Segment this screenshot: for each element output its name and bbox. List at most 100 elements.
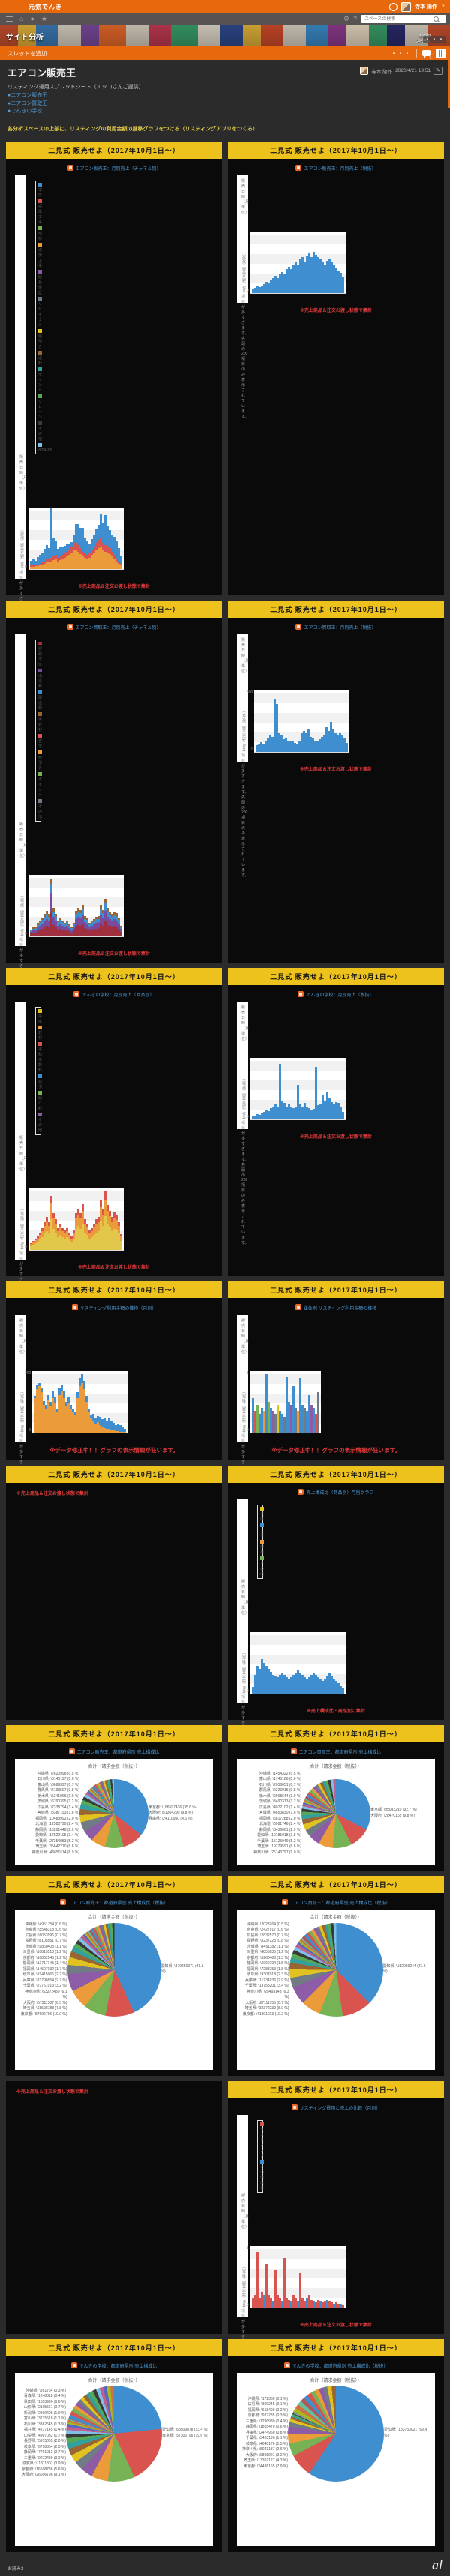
- pie-area: 沖縄県: \1454322 (0.5 %) 富山県: \1745186 (0.6 …: [242, 1772, 430, 1856]
- chart-source-link[interactable]: エアコン販売王：都道府県別 売上構成比: [6, 1748, 222, 1755]
- notification-icon[interactable]: [389, 2, 398, 11]
- bar: [276, 1107, 279, 1119]
- user-avatar[interactable]: [401, 1, 412, 12]
- bar-segment: [43, 1400, 46, 1405]
- bar-segment: [32, 1242, 34, 1245]
- bar: [305, 1410, 308, 1433]
- bar-segment: [88, 927, 91, 931]
- star-icon[interactable]: ★: [40, 15, 47, 22]
- gear-icon[interactable]: ⚙: [343, 15, 350, 22]
- bar: [276, 703, 279, 752]
- chart-source-link[interactable]: エアコン買取王：都道府県別 売上構成比（税抜）: [228, 1899, 444, 1906]
- app-icon: [295, 1304, 302, 1310]
- app-link-2[interactable]: ●エアコン買取王: [8, 100, 48, 106]
- home-icon[interactable]: ⌂: [20, 15, 24, 22]
- chart-source-link[interactable]: リスティング費用と売上の比較（月別）: [228, 2104, 444, 2111]
- app-link-3[interactable]: ●でんきの学校: [8, 109, 43, 114]
- panel-header: 二見式 販売せよ（2017年10月1日～）: [228, 600, 444, 618]
- chart-source-link[interactable]: エアコン販売王：都道府県別 売上構成比（税抜）: [6, 1899, 222, 1906]
- search-input[interactable]: [363, 16, 432, 22]
- bar-segment: [56, 922, 59, 926]
- legend-entry: Amazon: [38, 442, 52, 452]
- pie-labels-left: 沖縄県: \2620998 (0.5 %) 石川県: \3145197 (0.6 …: [20, 1772, 80, 1856]
- layout-columns-icon[interactable]: [436, 49, 446, 58]
- legend-swatch: [38, 733, 42, 738]
- legend-entry: ポイント: [38, 367, 44, 393]
- bar-segment: [296, 1410, 299, 1433]
- bar: [88, 922, 91, 936]
- comments-icon[interactable]: 7: [422, 50, 431, 61]
- bell-icon[interactable]: ●: [30, 15, 34, 22]
- bar: [50, 508, 52, 569]
- bar: [323, 1100, 326, 1119]
- user-name[interactable]: 寺本 陽作: [415, 4, 438, 10]
- chart-source-link[interactable]: リスティング利用金額の推移（月別）: [6, 1304, 222, 1311]
- space-more-button[interactable]: ・・・: [423, 36, 446, 43]
- pie-label: 大阪府: \26606796 (9.1 %): [22, 2473, 66, 2477]
- bar: [97, 1416, 100, 1433]
- pie-label: 沖縄県: \2620998 (0.5 %): [37, 1771, 80, 1776]
- chart-source-link[interactable]: でんきの学校：月別売上（商品別）: [6, 991, 222, 998]
- bar-segment: [70, 1242, 73, 1250]
- chart-source-link[interactable]: エアコン買取王：月別売上（チャネル別）: [6, 624, 222, 631]
- bar: [63, 1391, 66, 1433]
- chart-overflow-note: 項目が多すぎます。先頭の200項目のみ表示されています。: [242, 753, 249, 878]
- chart-source-link[interactable]: 媒体別 リスティング利用金額の推移: [228, 1304, 444, 1311]
- bar-segment: [81, 915, 84, 924]
- pie-label: 京都府: \5260488 (1.3 %): [247, 1955, 290, 1960]
- chart-source-link[interactable]: エアコン買取王：都道府県別 売上構成比: [228, 1748, 444, 1755]
- bar: [346, 743, 349, 752]
- search-icon[interactable]: [434, 16, 439, 22]
- add-thread-button[interactable]: スレッドを追加: [8, 49, 47, 57]
- bar-segment: [52, 1397, 55, 1433]
- chart-source-link[interactable]: エアコン買取王：月別売上（税抜）: [228, 624, 444, 631]
- bar-segment: [81, 1224, 84, 1250]
- bar-segment: [58, 560, 62, 569]
- app-link-1[interactable]: ●エアコン販売王: [8, 93, 48, 98]
- chart-source-link[interactable]: でんきの学校：都道府県別 売上構成比（税抜）: [228, 2362, 444, 2369]
- pie-label: 茨城県: \4451182 (1.1 %): [247, 1944, 290, 1949]
- help-icon[interactable]: ?: [352, 15, 357, 22]
- chart-legend: 本体 工事 部材 その他: [257, 1504, 265, 1579]
- author-avatar[interactable]: [360, 67, 369, 75]
- pie-label: 千葉県: \27254083 (5.2 %): [35, 1838, 80, 1844]
- bar: [63, 922, 66, 936]
- chart-source-link[interactable]: エアコン販売王：月別売上（チャネル別）: [6, 165, 222, 172]
- app-icon: [70, 2362, 77, 2368]
- chevron-down-icon[interactable]: ▼: [441, 4, 446, 9]
- bar-segment: [117, 928, 120, 936]
- bar: [76, 523, 80, 569]
- chart-source-link[interactable]: エアコン販売王：月別売上（税抜）: [228, 165, 444, 172]
- thread-more-button[interactable]: ・・・: [391, 49, 411, 57]
- chart-source-link[interactable]: 売上構成比（商品別）月別グラフ: [228, 1489, 444, 1496]
- bar: [283, 1417, 286, 1433]
- bar-segment: [319, 739, 322, 752]
- chart-panel: 二見式 販売せよ（2017年10月1日～） エアコン販売王：都道府県別 売上構成比…: [6, 1875, 222, 2076]
- bar-segment: [267, 1401, 270, 1433]
- legend-label: 部材: [260, 1544, 265, 1555]
- chart-panel-grid: 二見式 販売せよ（2017年10月1日～） エアコン販売王：月別売上（チャネル別）…: [0, 137, 450, 2552]
- edit-icon[interactable]: ✎: [434, 67, 442, 75]
- bar-segment: [47, 917, 50, 921]
- pie-label: 神奈川県: \46650114 (8.9 %): [32, 1850, 80, 1855]
- bar-segment: [90, 555, 93, 569]
- bar-segment: [115, 1230, 118, 1250]
- bar: [40, 553, 44, 569]
- bar: [276, 277, 279, 293]
- bar-segment: [34, 1240, 37, 1244]
- scrollbar-thumb[interactable]: [448, 60, 450, 108]
- pie-labels-right: 愛知県: \152089044 (37.6 %): [383, 1964, 431, 1975]
- bar-segment: [61, 921, 64, 923]
- bar: [81, 1203, 84, 1250]
- bar: [278, 1063, 281, 1119]
- bar: [260, 1407, 263, 1433]
- bar-segment: [115, 1430, 118, 1433]
- chart-source-link[interactable]: でんきの学校：都道府県別 売上構成比: [6, 2362, 222, 2369]
- pie-label: 富山県: \3215518 (1.1 %): [23, 2416, 66, 2421]
- author-name[interactable]: 寺本 陽作: [371, 69, 393, 75]
- bar-segment: [50, 1401, 52, 1407]
- chart-card: 項目が多すぎます。先頭の200項目のみ表示されています。合計（請求金額（税抜））…: [15, 1001, 124, 1376]
- menu-icon[interactable]: [6, 16, 13, 22]
- bar-segment: [52, 911, 55, 918]
- chart-source-link[interactable]: でんきの学校：月別売上（税抜）: [228, 991, 444, 998]
